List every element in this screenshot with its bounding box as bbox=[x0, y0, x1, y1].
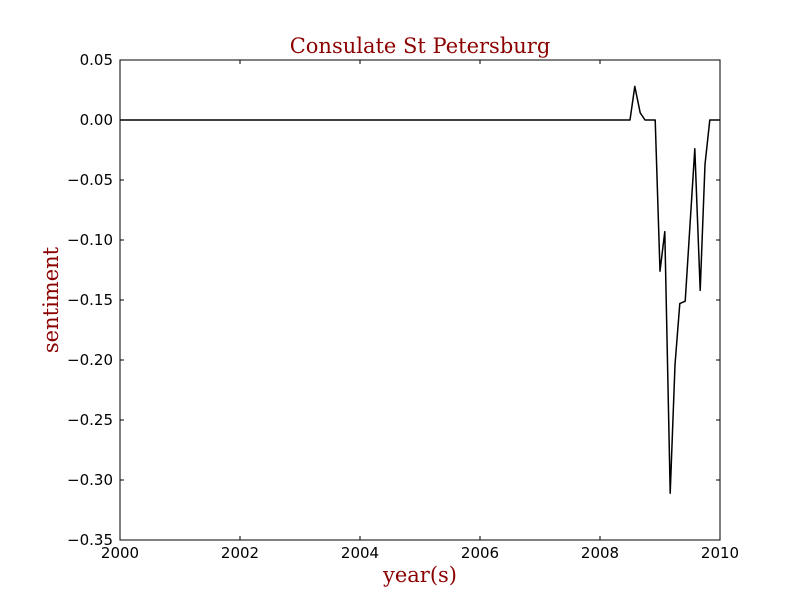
x-axis-label: year(s) bbox=[382, 563, 457, 587]
y-tick-label: −0.05 bbox=[67, 171, 113, 189]
y-tick-label: −0.35 bbox=[67, 531, 113, 549]
x-tick-label: 2000 bbox=[101, 544, 139, 562]
x-tick-label: 2010 bbox=[701, 544, 739, 562]
series-line-0 bbox=[120, 85, 720, 494]
y-axis-label: sentiment bbox=[39, 246, 63, 353]
y-tick-label: 0.05 bbox=[80, 51, 113, 69]
y-tick-label: −0.15 bbox=[67, 291, 113, 309]
x-tick-label: 2006 bbox=[461, 544, 499, 562]
y-tick-label: −0.10 bbox=[67, 231, 113, 249]
plot-frame bbox=[119, 59, 721, 541]
x-tick-label: 2008 bbox=[581, 544, 619, 562]
plot-area bbox=[120, 85, 720, 494]
chart-title: Consulate St Petersburg bbox=[290, 34, 551, 58]
x-tick-label: 2002 bbox=[221, 544, 259, 562]
y-tick-label: −0.20 bbox=[67, 351, 113, 369]
y-tick-label: −0.25 bbox=[67, 411, 113, 429]
y-tick-label: 0.00 bbox=[80, 111, 113, 129]
y-tick-label: −0.30 bbox=[67, 471, 113, 489]
x-tick-label: 2004 bbox=[341, 544, 379, 562]
axis-ticks: 2000 2002 2004 2006 2008 2010 0.05 0.00 −0.05 −0.… bbox=[67, 51, 739, 562]
